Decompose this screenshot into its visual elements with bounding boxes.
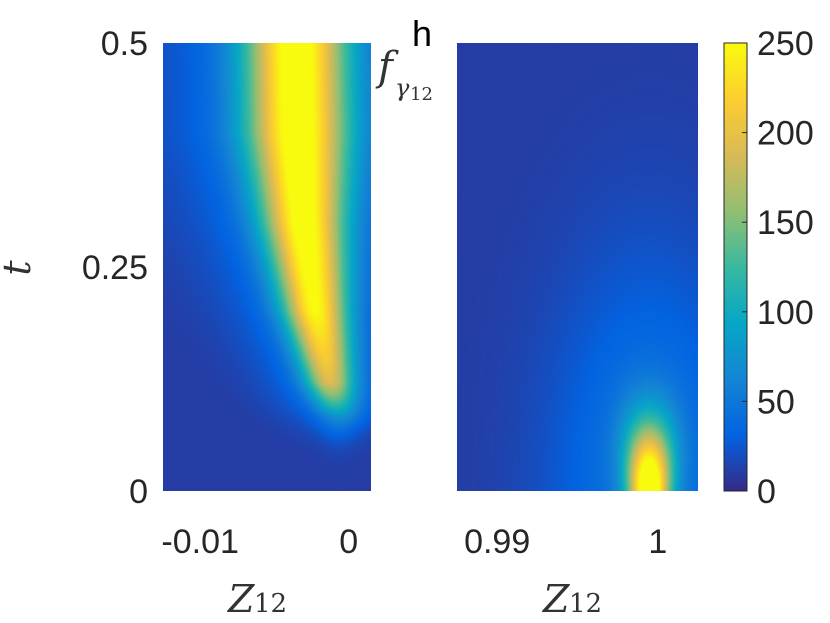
left-x-axis-label: Z 12: [227, 577, 287, 621]
right-x-axis-label: Z 12: [542, 577, 602, 621]
y-axis-label: t: [0, 260, 39, 276]
colorbar-ticks: 0 50 100 150 200 250: [742, 25, 814, 511]
left-heatmap-panel: 0 0.25 0.5 -0.01 0: [82, 25, 371, 561]
y-tick-label: 0.25: [82, 249, 148, 287]
colorbar-tick-label: 100: [757, 294, 814, 332]
colorbar-tick-label: 150: [757, 204, 814, 242]
right-heatmap-panel: 0.99 1: [457, 43, 698, 561]
left-heatmap-image: [163, 43, 371, 491]
panel-label: h: [412, 13, 432, 54]
colorbar-tick-label: 0: [757, 473, 776, 511]
colorbar: 0 50 100 150 200 250: [723, 25, 814, 511]
function-label-sub-symbol: γ: [395, 74, 410, 102]
left-x-ticks: -0.01 0: [161, 523, 358, 561]
x-tick-label: -0.01: [161, 523, 239, 561]
right-x-ticks: 0.99 1: [464, 523, 667, 561]
x-tick-label: 0.99: [464, 523, 530, 561]
right-xlabel-base: Z: [542, 577, 570, 621]
colorbar-tick-label: 200: [757, 115, 814, 153]
colorbar-tick-label: 50: [757, 383, 795, 421]
x-tick-label: 0: [339, 523, 358, 561]
colorbar-gradient: [723, 42, 748, 492]
left-xlabel-sub: 12: [254, 589, 287, 619]
function-label-sub-index: 12: [410, 84, 433, 105]
right-xlabel-sub: 12: [569, 589, 602, 619]
x-tick-label: 1: [648, 523, 667, 561]
y-tick-label: 0.5: [101, 25, 148, 63]
left-y-ticks: 0 0.25 0.5: [82, 25, 148, 511]
colorbar-tick-label: 250: [757, 25, 814, 63]
left-xlabel-base: Z: [227, 577, 255, 621]
right-heatmap-image: [457, 43, 698, 491]
y-tick-label: 0: [129, 473, 148, 511]
